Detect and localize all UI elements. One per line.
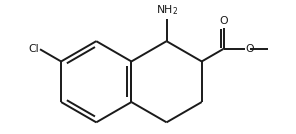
Text: O: O xyxy=(246,44,254,54)
Text: Cl: Cl xyxy=(28,44,39,54)
Text: O: O xyxy=(219,16,228,26)
Text: NH$_2$: NH$_2$ xyxy=(155,3,178,17)
